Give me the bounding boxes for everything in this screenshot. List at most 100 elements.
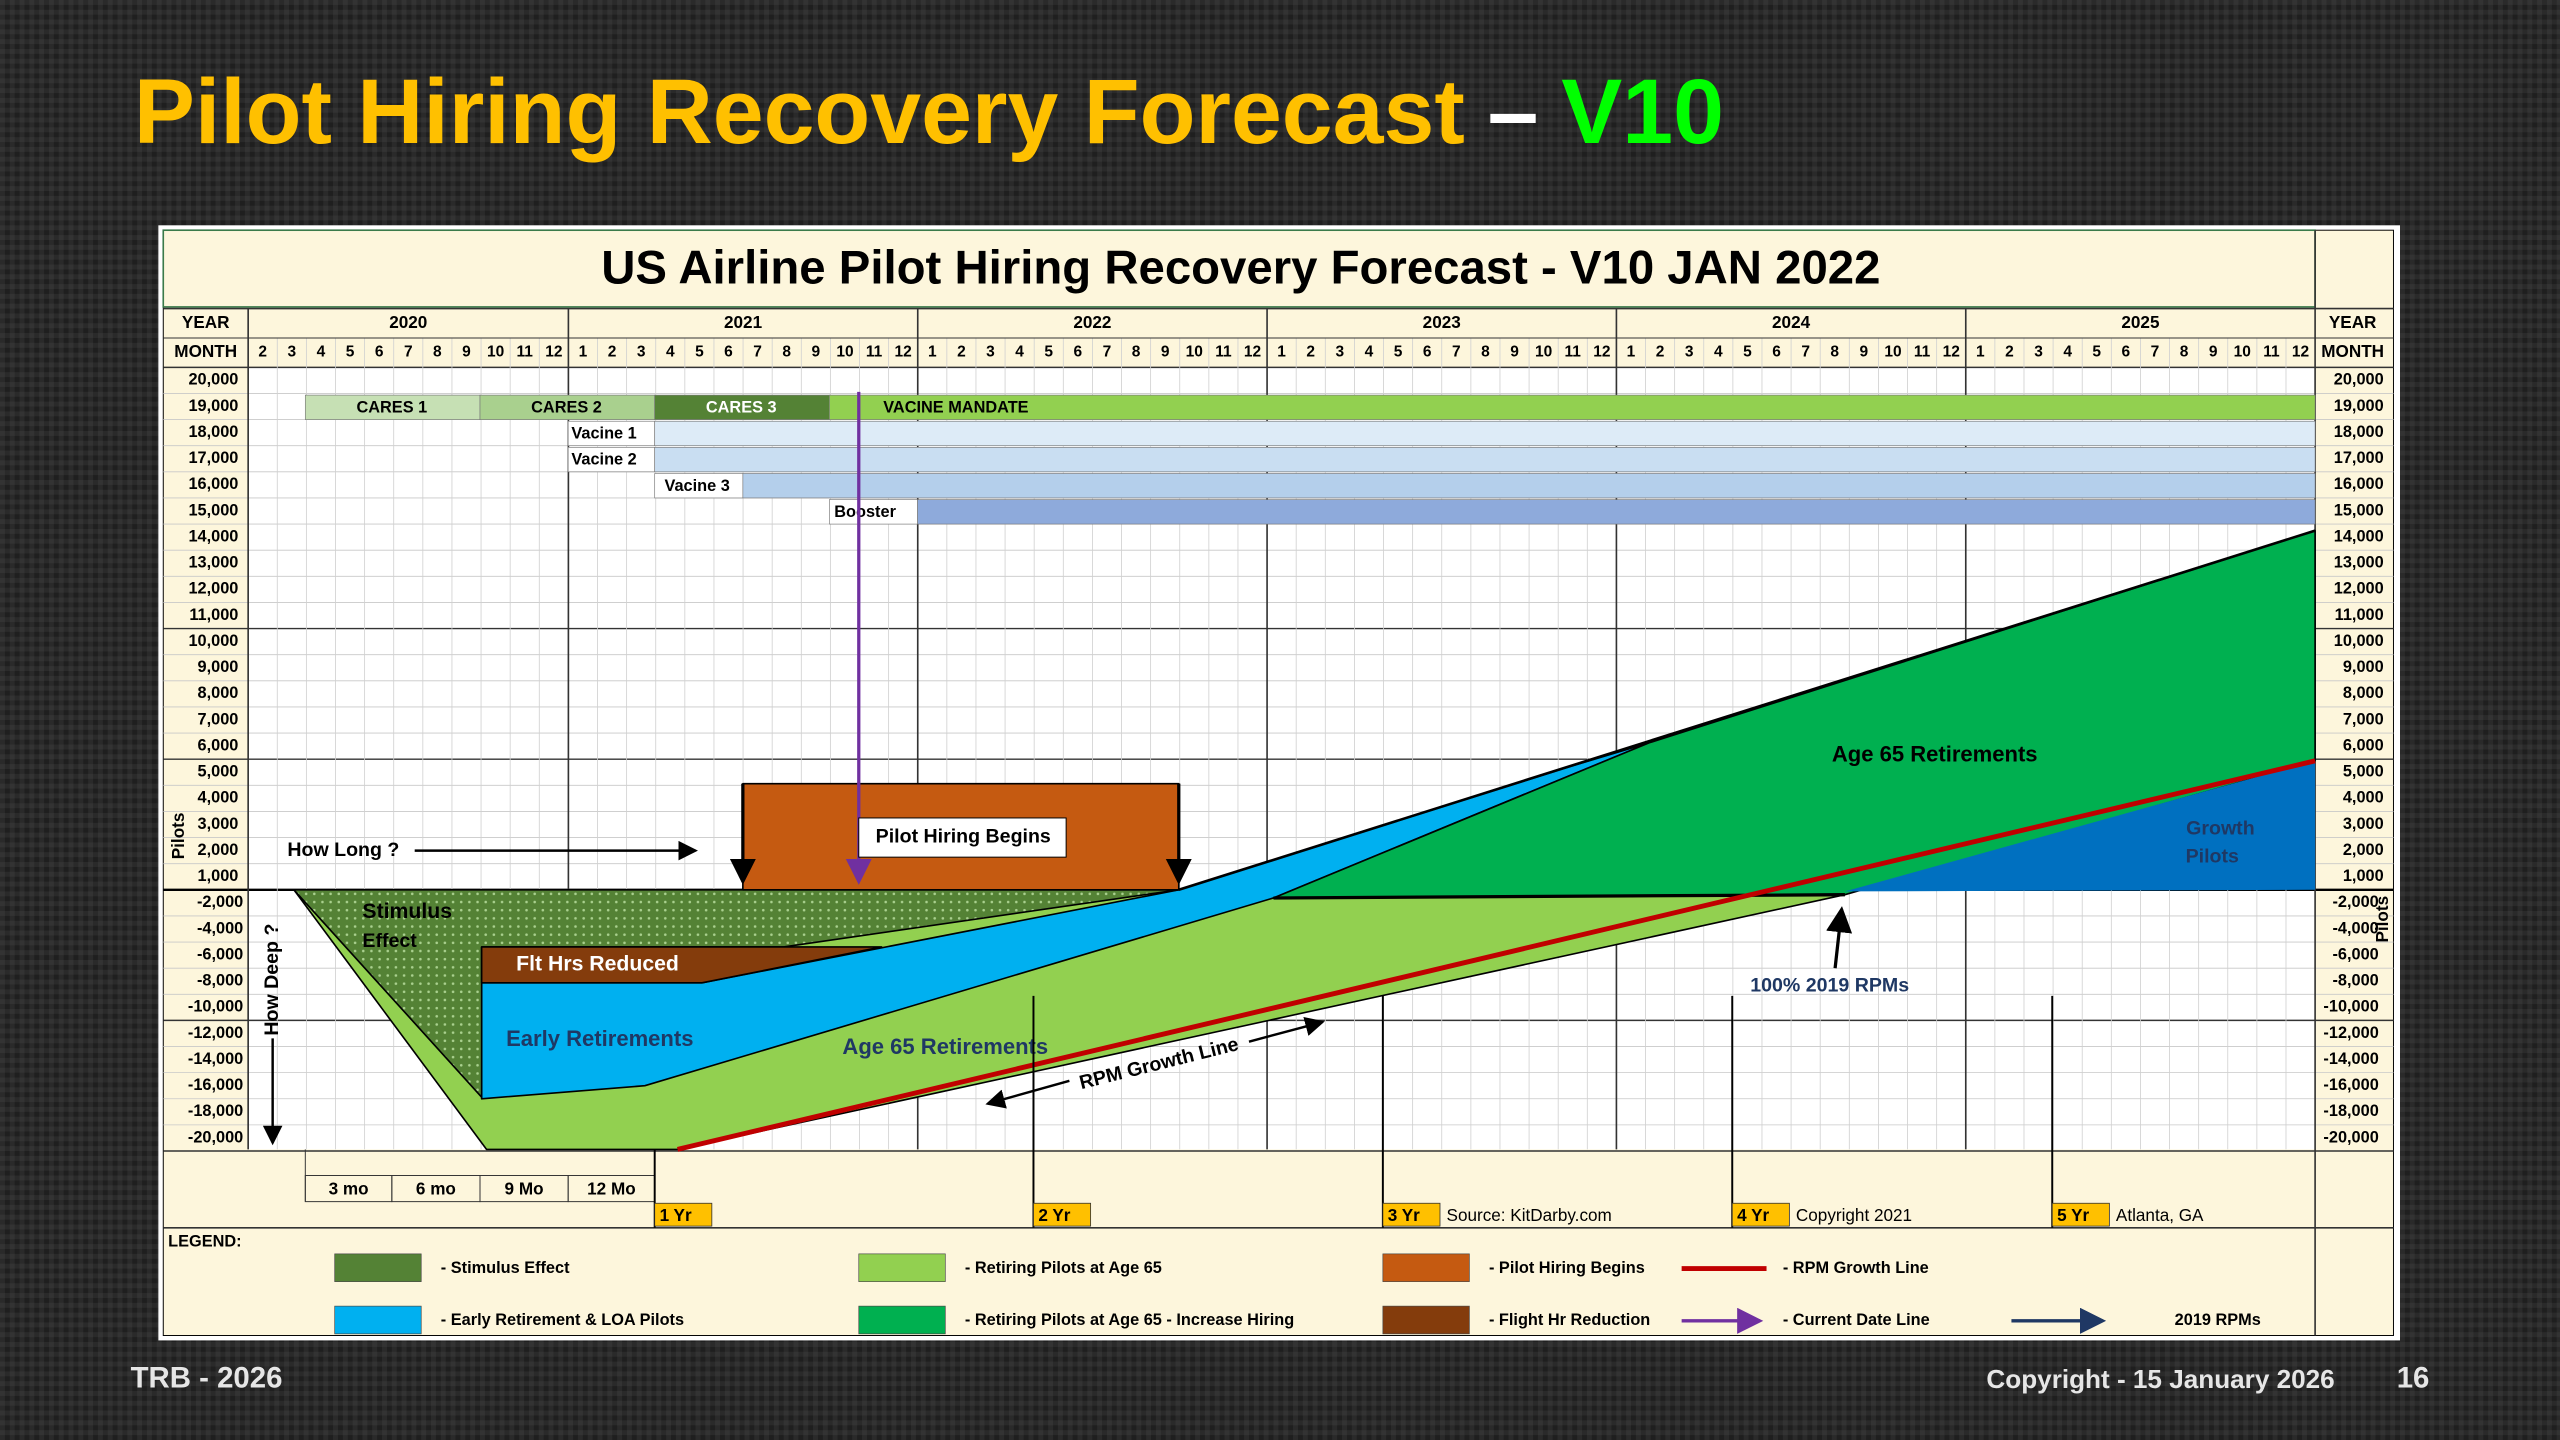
month-label: 6 [1423, 344, 1432, 361]
month-header: MONTH [2321, 341, 2384, 361]
bar [654, 447, 2316, 473]
y-label: 6,000 [2343, 736, 2384, 754]
month-label: 1 [1976, 344, 1985, 361]
milestone-label: 5 Yr [2057, 1205, 2089, 1225]
slide-title: Pilot Hiring Recovery Forecast – V10 [134, 61, 1724, 163]
year-label: 2022 [1073, 312, 1111, 332]
duration-label: 12 Mo [587, 1179, 636, 1199]
y-label: 18,000 [188, 423, 238, 441]
y-label: 9,000 [2343, 658, 2384, 676]
month-label: 11 [2263, 344, 2280, 361]
month-label: 3 [2034, 344, 2043, 361]
annotation: Stimulus [362, 900, 452, 923]
y-label: -2,000 [197, 893, 243, 911]
y-label: -10,000 [188, 998, 243, 1016]
legend-swatch [1382, 1253, 1470, 1282]
arrow [1826, 906, 1853, 969]
month-label: 7 [1801, 344, 1810, 361]
y-label: 7,000 [198, 710, 239, 728]
month-label: 5 [1044, 344, 1053, 361]
year-label: 2023 [1423, 312, 1461, 332]
duration-label: 9 Mo [505, 1179, 544, 1199]
bar [479, 394, 656, 420]
y-label: -18,000 [188, 1102, 243, 1120]
axis-label: Pilots [168, 813, 188, 860]
rpm-growth-line [676, 758, 2316, 1152]
y-label: -6,000 [197, 945, 243, 963]
month-label: 6 [1074, 344, 1083, 361]
month-label: 4 [1365, 344, 1374, 361]
annotation: Age 65 Retirements [1832, 742, 2038, 767]
y-label: -10,000 [2323, 998, 2378, 1016]
month-label: 7 [1452, 344, 1461, 361]
month-label: 6 [2122, 344, 2131, 361]
annotation: 100% 2019 RPMs [1750, 974, 1909, 996]
month-label: 5 [2092, 344, 2101, 361]
bar-label-box [567, 447, 656, 473]
annotation: How Deep ? [261, 924, 283, 1036]
bar-label-box [829, 499, 918, 525]
y-label: -2,000 [2333, 893, 2379, 911]
milestone-box [1382, 1202, 1441, 1227]
y-label: -14,000 [188, 1050, 243, 1068]
month-label: 6 [375, 344, 384, 361]
bar [304, 394, 481, 420]
month-label: 2 [957, 344, 966, 361]
month-label: 3 [986, 344, 995, 361]
bar [742, 473, 2316, 499]
bar-label: CARES 1 [356, 398, 427, 416]
month-label: 12 [895, 344, 912, 361]
duration-label: 6 mo [416, 1179, 456, 1199]
legend-label: - Retiring Pilots at Age 65 - Increase H… [965, 1311, 1294, 1329]
y-label: 12,000 [2334, 580, 2384, 598]
flight-hours-area [480, 946, 883, 984]
month-label: 7 [1103, 344, 1112, 361]
annotation: Flt Hrs Reduced [516, 953, 679, 976]
y-label: 6,000 [198, 736, 239, 754]
month-label: 3 [1685, 344, 1694, 361]
month-label: 11 [866, 344, 883, 361]
y-label: -8,000 [197, 972, 243, 990]
year-label: 2020 [389, 312, 427, 332]
month-label: 7 [753, 344, 762, 361]
month-label: 10 [1535, 344, 1552, 361]
month-label: 9 [2209, 344, 2218, 361]
month-label: 1 [1627, 344, 1636, 361]
y-label: 4,000 [2343, 789, 2384, 807]
month-label: 2 [1656, 344, 1665, 361]
y-label: -12,000 [2323, 1024, 2378, 1042]
y-label: 15,000 [188, 501, 238, 519]
month-label: 5 [695, 344, 704, 361]
y-label: 20,000 [188, 371, 238, 389]
month-label: 5 [1743, 344, 1752, 361]
page-number: 16 [2397, 1361, 2430, 1394]
y-label: 1,000 [2343, 867, 2384, 885]
y-label: 13,000 [188, 554, 238, 572]
annotation: Age 65 Retirements [842, 1034, 1048, 1059]
month-label: 8 [1830, 344, 1839, 361]
legend-swatch [1382, 1305, 1470, 1335]
bar-label: Vacine 1 [571, 425, 636, 443]
upper-edge [1178, 529, 2316, 892]
legend-label: 2019 RPMs [2175, 1311, 2261, 1329]
y-label: 14,000 [188, 527, 238, 545]
y-label: 11,000 [2335, 606, 2384, 624]
y-label: -12,000 [188, 1024, 243, 1042]
month-label: 7 [404, 344, 413, 361]
month-label: 2 [2005, 344, 2014, 361]
month-label: 2 [1306, 344, 1315, 361]
month-label: 3 [637, 344, 646, 361]
month-label: 11 [1565, 344, 1582, 361]
month-label: 10 [2234, 344, 2251, 361]
y-label: 19,000 [188, 397, 238, 415]
bar-label: CARES 2 [531, 398, 602, 416]
milestone-box [2051, 1202, 2110, 1227]
legend-label: - RPM Growth Line [1783, 1259, 1929, 1277]
y-label: 20,000 [2334, 371, 2384, 389]
month-label: 10 [1884, 344, 1901, 361]
milestone-box [654, 1202, 713, 1227]
y-label: 10,000 [2334, 632, 2384, 650]
program-bars [304, 394, 2316, 525]
